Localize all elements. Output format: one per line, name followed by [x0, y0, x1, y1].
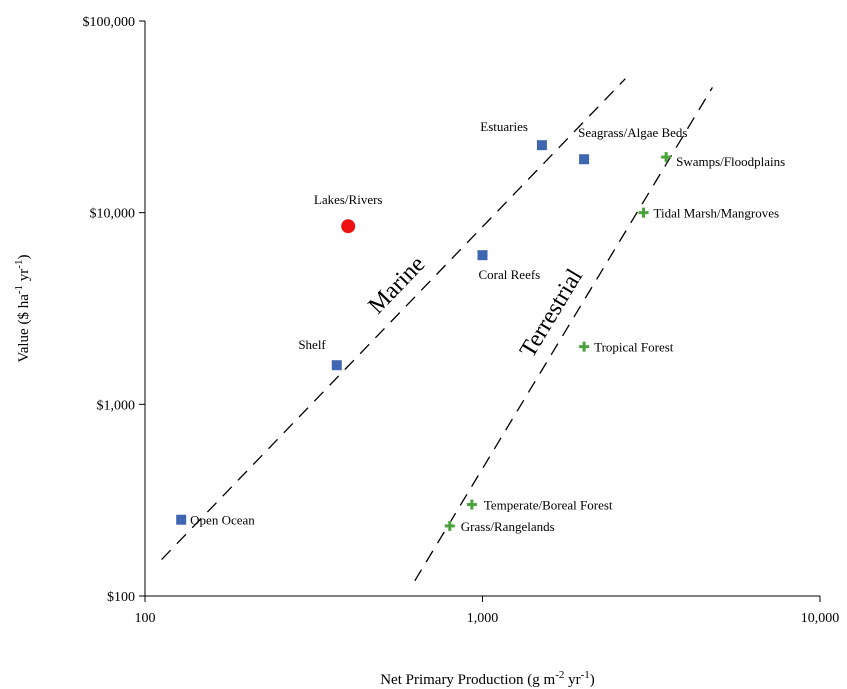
point-seagrass-algae-beds [579, 154, 590, 165]
axis-title-superscript: -1 [581, 669, 590, 681]
point-label-coral-reefs: Coral Reefs [479, 267, 541, 282]
axis-title-part: Value ($ ha [16, 294, 32, 363]
y-tick-label: $100 [107, 590, 135, 605]
data-points: Open Ocean Shelf Coral Reefs Estuaries Seagr… [176, 119, 785, 534]
point-shelf [331, 360, 342, 371]
point-lakes-rivers [341, 219, 356, 234]
y-tick-label: $1,000 [97, 398, 136, 413]
plus-v [470, 499, 474, 510]
x-axis-title: Net Primary Production (g m-2 yr-1) [380, 669, 595, 688]
y-axis-title: Value ($ ha-1 yr-1) [13, 255, 32, 363]
y-tick-label: $10,000 [90, 207, 136, 222]
point-label-shelf: Shelf [298, 337, 326, 352]
x-tick-label: 1,000 [467, 611, 499, 626]
axes: 100 1,000 10,000 $100 $1,000 $10,000 $100,000 [83, 15, 840, 626]
axis-title-superscript: -1 [13, 260, 25, 269]
point-label-grass-rangelands: Grass/Rangelands [461, 519, 555, 534]
plus-v [664, 152, 668, 163]
trend-lines: Marine Terrestrial [161, 78, 713, 582]
axis-title-superscript: -2 [555, 669, 564, 681]
trend-line-marine [161, 78, 626, 560]
point-coral-reefs [477, 250, 488, 261]
point-swamps-floodplains [661, 152, 672, 163]
point-label-lakes-rivers: Lakes/Rivers [314, 192, 383, 207]
point-label-tropical-forest: Tropical Forest [594, 340, 674, 355]
trend-line-terrestrial [414, 87, 713, 582]
axis-title-part: yr [16, 269, 32, 285]
point-label-estuaries: Estuaries [480, 119, 528, 134]
point-grass-rangelands [444, 520, 455, 531]
point-tidal-marsh-mangroves [638, 207, 649, 218]
axis-title-part: ) [590, 672, 595, 688]
point-open-ocean [176, 514, 187, 525]
plus-v [448, 520, 452, 531]
y-tick-label: $100,000 [83, 15, 136, 30]
point-temperate-boreal-forest [466, 499, 477, 510]
point-estuaries [536, 140, 547, 151]
point-label-open-ocean: Open Ocean [190, 513, 255, 528]
point-label-swamps-floodplains: Swamps/Floodplains [676, 154, 785, 169]
plus-v [582, 341, 586, 352]
point-label-tidal-marsh-mangroves: Tidal Marsh/Mangroves [654, 206, 780, 221]
point-label-seagrass-algae-beds: Seagrass/Algae Beds [578, 125, 687, 140]
axis-title-part: ) [16, 255, 32, 260]
axis-titles: Net Primary Production (g m-2 yr-1)Value… [13, 255, 595, 688]
x-tick-label: 100 [135, 611, 156, 626]
axis-title-superscript: -1 [13, 285, 25, 294]
point-tropical-forest [579, 341, 590, 352]
trend-label-marine: Marine [363, 251, 430, 319]
axis-title-part: Net Primary Production (g m [380, 672, 555, 688]
point-label-temperate-boreal-forest: Temperate/Boreal Forest [484, 498, 613, 513]
axis-title-part: yr [564, 672, 580, 688]
plus-v [642, 207, 646, 218]
x-tick-label: 10,000 [801, 611, 840, 626]
